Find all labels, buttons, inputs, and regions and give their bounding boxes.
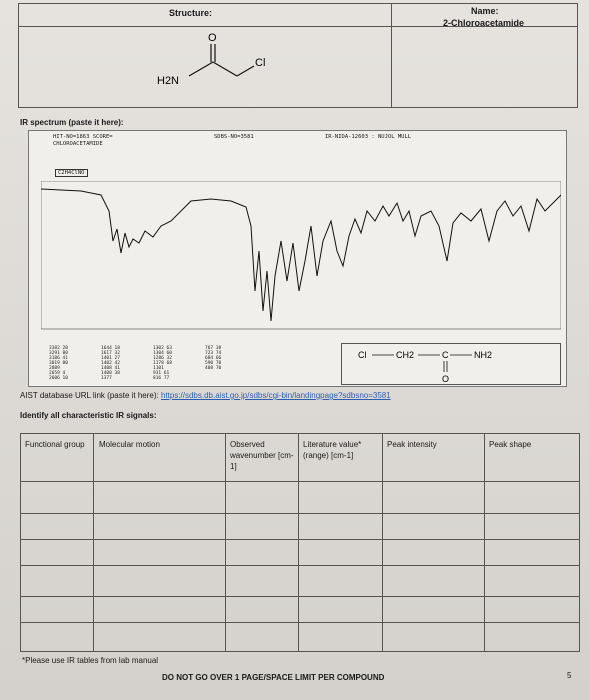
- condensed-structure: Cl CH2 C NH2 O: [358, 350, 492, 384]
- space-limit-note: DO NOT GO OVER 1 PAGE/SPACE LIMIT PER CO…: [162, 673, 385, 682]
- spectrum-hit-line: HIT-NO=1863 SCORE=: [53, 134, 113, 140]
- struct-nh2: NH2: [474, 350, 492, 360]
- peak-entry: 1101: [153, 366, 164, 371]
- peak-entry: 3291 80: [49, 351, 68, 356]
- struct-o: O: [442, 374, 449, 384]
- col-divider: [382, 434, 383, 651]
- spectrum-nida-line: IR-NIDA-12603 : NUJOL MULL: [325, 134, 412, 140]
- peak-entry: 816 77: [153, 376, 170, 381]
- peak-entry: 1304 60: [153, 351, 172, 356]
- ir-spectrum-image: HIT-NO=1863 SCORE= CHLOROACETAMIDE SDBS-…: [28, 130, 567, 387]
- peak-entry: 1178 68: [153, 361, 172, 366]
- col-divider: [484, 434, 485, 651]
- url-label: AIST database URL link (paste it here):: [20, 391, 161, 400]
- peak-entry: 1408 41: [101, 366, 120, 371]
- ir-spectrum-trace: [41, 181, 561, 330]
- spectrum-structure-box: Cl CH2 C NH2 O: [341, 343, 561, 385]
- header-peak-intensity: Peak intensity: [387, 440, 437, 449]
- footnote: *Please use IR tables from lab manual: [22, 656, 159, 665]
- identify-instructions: Identify all characteristic IR signals:: [20, 411, 157, 420]
- peak-entry: 684 66: [205, 356, 222, 361]
- ir-spectrum-title: IR spectrum (paste it here):: [20, 118, 124, 127]
- header-functional-group: Functional group: [25, 440, 85, 449]
- peak-entry: 1617 32: [101, 351, 120, 356]
- row-divider: [21, 513, 579, 514]
- peak-entry: 1286 32: [153, 356, 172, 361]
- header-peak-shape: Peak shape: [489, 440, 532, 449]
- peak-entry: 408 70: [205, 366, 222, 371]
- row-divider: [21, 622, 579, 623]
- col-divider: [93, 434, 94, 651]
- row-divider: [21, 565, 579, 566]
- peak-list: 3382 20 3291 80 3186 41 3019 80 2889 265…: [49, 346, 249, 384]
- chlorine-label: Cl: [255, 57, 265, 69]
- ir-signals-table: Functional group Molecular motion Observ…: [20, 433, 580, 652]
- col-divider: [225, 434, 226, 651]
- col-divider: [298, 434, 299, 651]
- name-label: Name:: [471, 6, 499, 16]
- peak-entry: 2889: [49, 366, 60, 371]
- header-literature-value: Literature value* (range) [cm-1]: [303, 440, 362, 460]
- header-observed-wavenumber: Observed wavenumber [cm-1]: [230, 440, 294, 471]
- page-number: 5: [567, 671, 572, 680]
- peak-entry: 1400 38: [101, 371, 120, 376]
- row-divider: [21, 596, 579, 597]
- peak-entry: 1401 27: [101, 356, 120, 361]
- molecule-structure: O H2N Cl: [157, 32, 265, 87]
- peak-entry: 1644 18: [101, 346, 120, 351]
- oxygen-label: O: [208, 32, 217, 44]
- peak-entry: 767 38: [205, 346, 222, 351]
- row-divider: [21, 539, 579, 540]
- peak-entry: 1377: [101, 376, 112, 381]
- table-divider: [391, 4, 392, 107]
- table-hline: [19, 26, 577, 27]
- peak-entry: 931 61: [153, 371, 170, 376]
- spectrum-formula: C2H4ClNO: [55, 169, 88, 177]
- struct-c: C: [442, 350, 449, 360]
- peak-column: 767 38 723 74 684 66 590 70 408 70: [205, 346, 221, 371]
- row-divider: [21, 481, 579, 482]
- peak-column: 1644 18 1617 32 1401 27 1402 42 1408 41 …: [101, 346, 120, 381]
- struct-ch2: CH2: [396, 350, 414, 360]
- spectrum-compound-line: CHLOROACETAMIDE: [53, 141, 103, 147]
- structure-label: Structure:: [169, 8, 213, 18]
- nh2-label: H2N: [157, 75, 179, 87]
- aist-url-link[interactable]: https://sdbs.db.aist.go.jp/sdbs/cgi-bin/…: [160, 391, 391, 400]
- peak-entry: 2606 10: [49, 376, 68, 381]
- peak-column: 1302 63 1304 60 1286 32 1178 68 1101 931…: [153, 346, 172, 381]
- header-molecular-motion: Molecular motion: [99, 440, 160, 449]
- peak-entry: 3186 41: [49, 356, 68, 361]
- peak-entry: 590 70: [205, 361, 222, 366]
- peak-entry: 1302 63: [153, 346, 172, 351]
- peak-entry: 3382 20: [49, 346, 68, 351]
- spectrum-sdbs-line: SDBS-NO=3581: [214, 134, 254, 140]
- compound-name: 2-Chloroacetamide: [443, 18, 525, 28]
- peak-column: 3382 20 3291 80 3186 41 3019 80 2889 265…: [49, 346, 68, 381]
- struct-cl: Cl: [358, 350, 367, 360]
- aist-url-line: AIST database URL link (paste it here): …: [20, 391, 391, 400]
- peak-entry: 1402 42: [101, 361, 120, 366]
- peak-entry: 3019 80: [49, 361, 68, 366]
- peak-entry: 2659 4: [49, 371, 66, 376]
- structure-name-table: Structure: Name: 2-Chloroacetamide O H2N…: [18, 3, 578, 108]
- peak-entry: 723 74: [205, 351, 222, 356]
